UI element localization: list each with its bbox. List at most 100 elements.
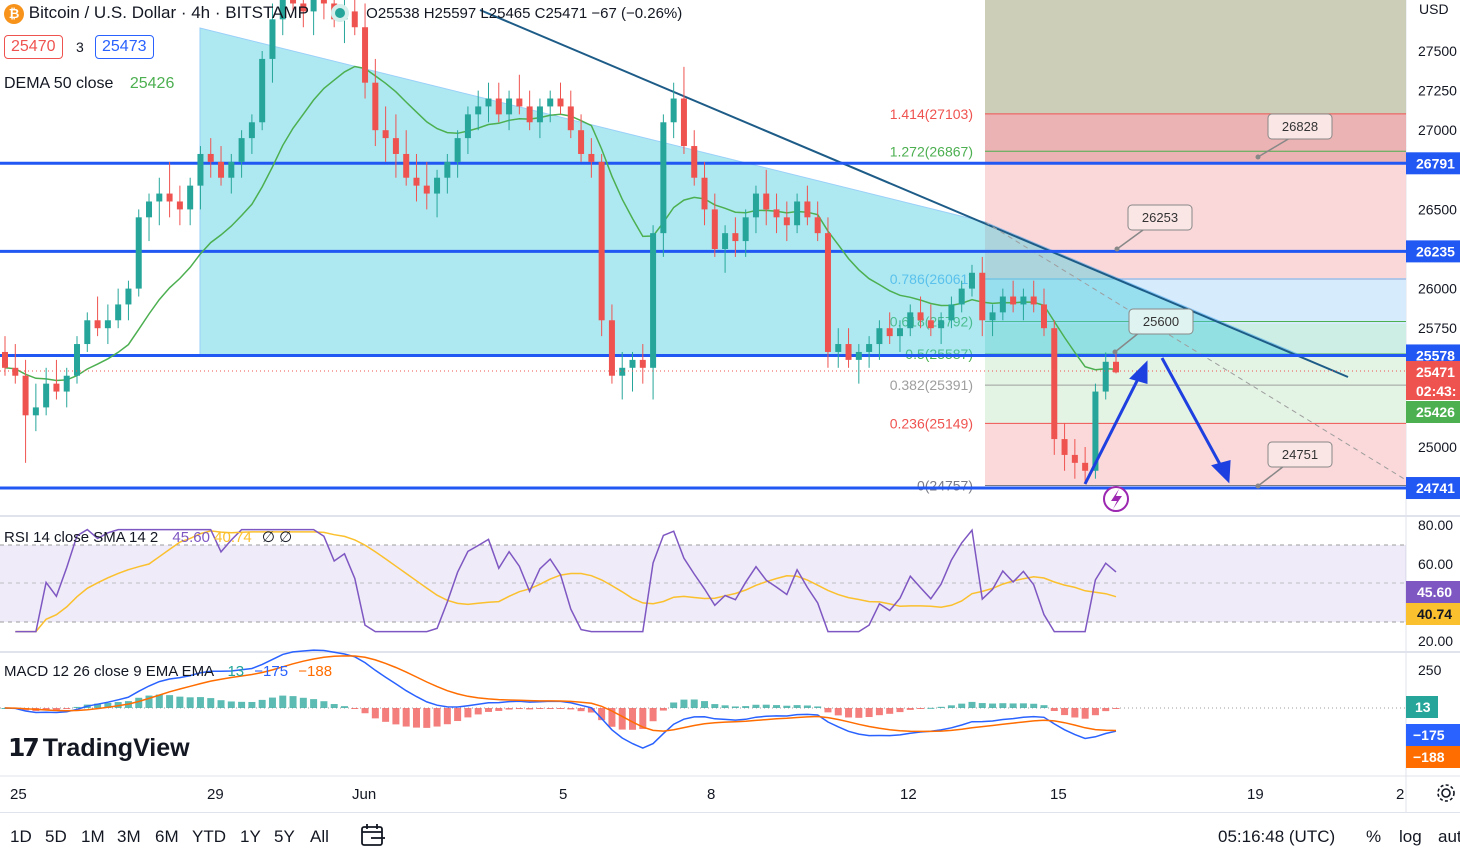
time-label: 2 [1396, 786, 1404, 803]
log-scale-button[interactable]: log [1399, 827, 1422, 846]
macd-hist-bar [659, 708, 667, 711]
rsi-legend[interactable]: RSI 14 close SMA 14 2 45.60 40.74 ∅ ∅ [4, 528, 292, 546]
candle-body [94, 320, 101, 329]
candle-body [670, 98, 677, 123]
candle-body [886, 328, 893, 337]
fib-label: 0.786(26061) [890, 271, 973, 287]
bid-price[interactable]: 25470 [4, 35, 63, 59]
macd-hist-bar [402, 708, 410, 727]
macd-hist-bar [310, 699, 318, 708]
macd-hist-bar [1009, 703, 1017, 708]
candle-body [238, 138, 245, 162]
macd-hist-bar [279, 695, 287, 708]
chart-canvas[interactable]: 1.414(27103)1.272(26867)0.786(26061)0.61… [0, 0, 1460, 812]
timeframe-1d[interactable]: 1D [10, 827, 32, 846]
macd-hist-bar [73, 706, 81, 708]
candle-body [146, 201, 153, 218]
candle-body [999, 296, 1006, 313]
macd-hist-value: 13 [227, 663, 245, 680]
macd-hist-bar [1102, 708, 1110, 712]
macd-hist-bar [268, 697, 276, 708]
dema-legend[interactable]: DEMA 50 close 25426 [4, 75, 174, 93]
macd-hist-bar [947, 705, 955, 708]
candle-body [362, 27, 369, 83]
tradingview-logo[interactable]: 17 TradingView [8, 733, 190, 763]
macd-hist-bar [42, 708, 50, 711]
candle-body [269, 19, 276, 59]
macd-hist-bar [742, 706, 750, 708]
candle-body [1092, 391, 1099, 471]
rsi-sma-badge: 40.74 [1417, 606, 1452, 622]
macd-hist-bar [845, 708, 853, 718]
timeframe-5y[interactable]: 5Y [274, 827, 295, 846]
candle-body [650, 233, 657, 368]
price-tick: 27250 [1418, 83, 1457, 99]
macd-legend[interactable]: MACD 12 26 close 9 EMA EMA 13 −175 −188 [4, 663, 332, 680]
candle-body [1102, 361, 1109, 392]
macd-hist-bar [762, 704, 770, 708]
macd-hist-bar [824, 708, 832, 713]
time-label: 12 [900, 786, 917, 803]
rsi-line [15, 528, 1117, 633]
fib-label: 0.236(25149) [890, 415, 973, 431]
bottom-toolbar: 1D 5D 1M 3M 6M YTD 1Y 5Y All 05:16:48 (U… [0, 812, 1460, 858]
candle-body [876, 328, 883, 345]
candle-body [567, 106, 574, 131]
price-badge: 24741 [1416, 480, 1455, 496]
macd-hist-bar [320, 701, 328, 708]
currency-selector[interactable]: USD [1419, 1, 1449, 17]
macd-hist-bar [207, 698, 215, 708]
macd-hist-bar [258, 699, 266, 708]
candle-body [773, 209, 780, 218]
macd-hist-bar [1040, 705, 1048, 708]
price-badge-bg [1406, 382, 1460, 400]
candle-body [454, 138, 461, 162]
candle-body [938, 320, 945, 329]
candle-body [1040, 304, 1047, 329]
timeframe-1y[interactable]: 1Y [240, 827, 261, 846]
price-tick: 27500 [1418, 43, 1457, 59]
rsi-badge: 45.60 [1417, 584, 1452, 600]
auto-scale-button[interactable]: aut [1438, 827, 1460, 846]
candle-body [691, 146, 698, 178]
candle-body [536, 106, 543, 123]
candle-body [1010, 296, 1017, 305]
candle-body [855, 351, 862, 360]
candle-body [351, 11, 358, 28]
rsi-sma-line [15, 530, 1117, 633]
macd-hist-bar [52, 708, 60, 711]
candle-body [413, 177, 420, 186]
timeframe-5d[interactable]: 5D [45, 827, 67, 846]
utc-clock[interactable]: 05:16:48 (UTC) [1218, 827, 1336, 846]
candle-body [156, 193, 163, 202]
macd-hist-bar [536, 708, 544, 709]
candle-body [927, 320, 934, 329]
candle-body [392, 138, 399, 154]
timeframe-all[interactable]: All [310, 827, 329, 846]
macd-hist-bar [711, 704, 719, 708]
symbol-title: Bitcoin / U.S. Dollar · 4h · BITSTAMP [28, 3, 309, 22]
macd-hist-bar [917, 708, 925, 709]
macd-hist-bar [392, 708, 400, 725]
macd-hist-bar [567, 708, 575, 710]
candle-body [310, 0, 317, 12]
symbol-header[interactable]: ₿ Bitcoin / U.S. Dollar · 4h · BITSTAMP … [4, 3, 682, 24]
time-label: 19 [1247, 786, 1264, 803]
percent-scale-button[interactable]: % [1366, 827, 1382, 846]
date-range-icon[interactable] [360, 823, 386, 852]
fib-zone-top [985, 0, 1406, 114]
macd-hist-bar [412, 708, 420, 728]
candle-body [814, 217, 821, 234]
candle-body [804, 201, 811, 218]
candle-body [701, 177, 708, 210]
timeframe-ytd[interactable]: YTD [192, 827, 226, 846]
timeframe-1m[interactable]: 1M [81, 827, 105, 846]
ask-price[interactable]: 25473 [95, 35, 154, 59]
timeframe-3m[interactable]: 3M [117, 827, 141, 846]
candle-body [1051, 328, 1058, 440]
timeframe-6m[interactable]: 6M [155, 827, 179, 846]
macd-hist-bar [196, 697, 204, 708]
candle-body [1020, 296, 1027, 305]
candle-body [341, 11, 348, 20]
macd-hist-bar [690, 699, 698, 708]
